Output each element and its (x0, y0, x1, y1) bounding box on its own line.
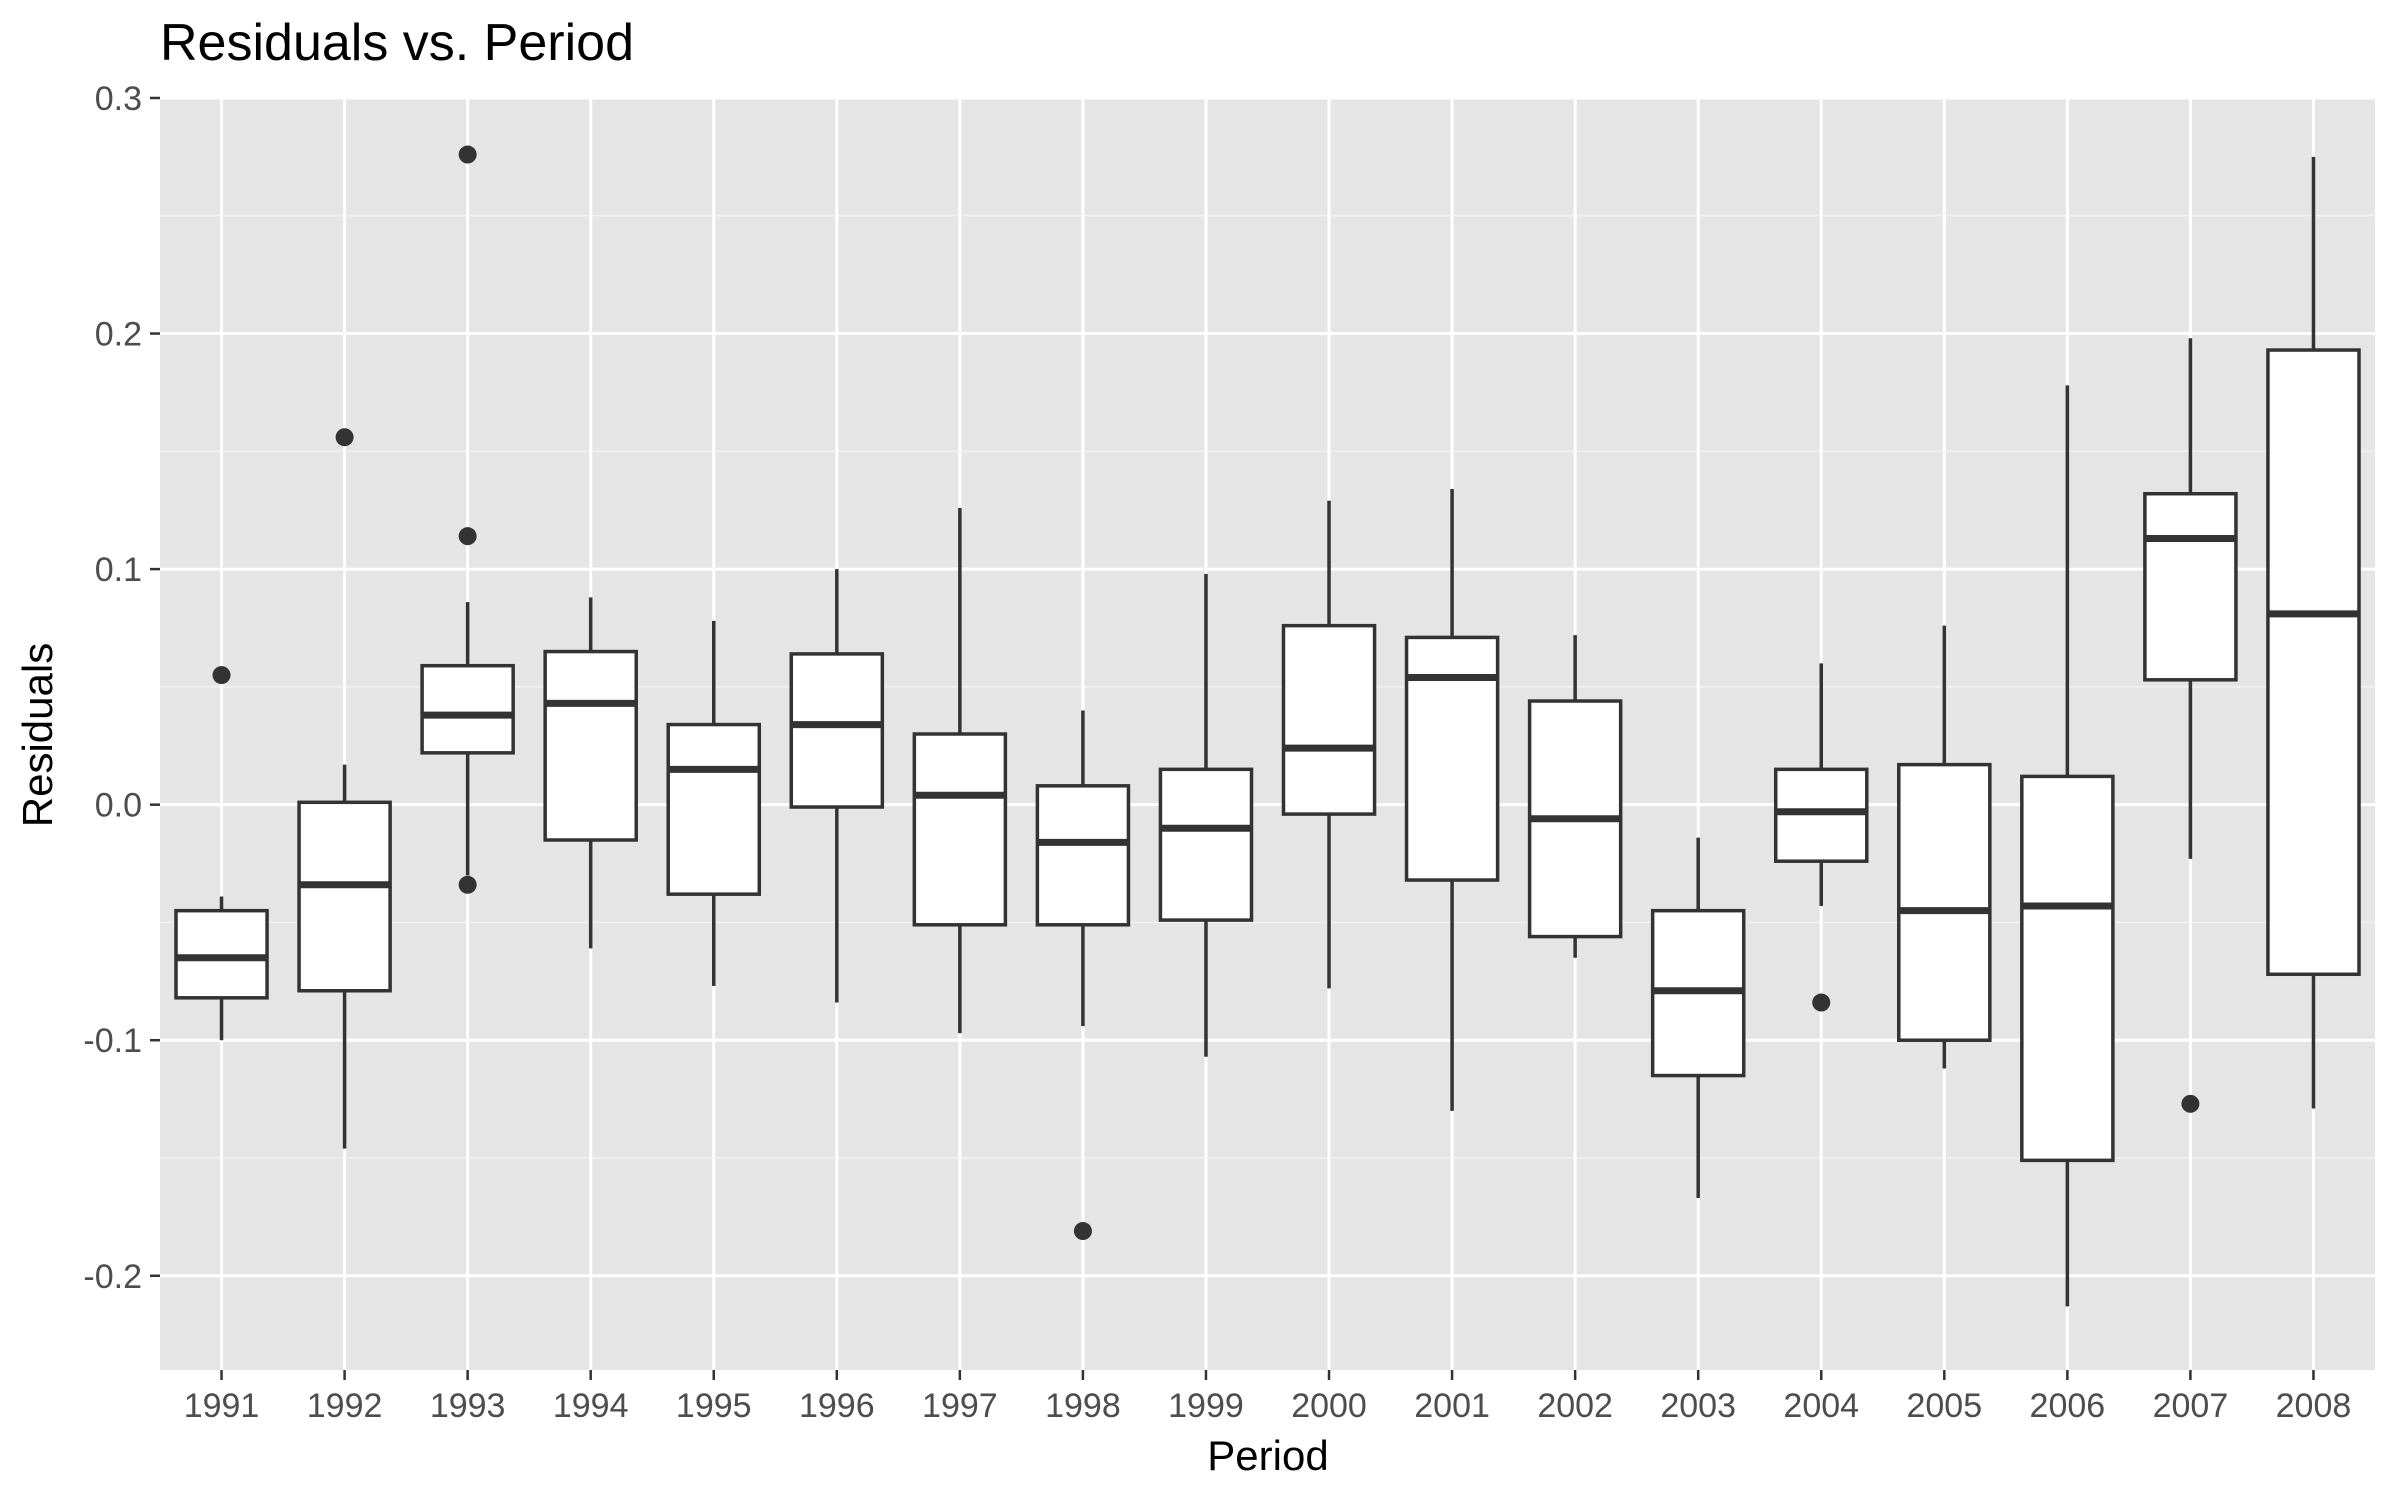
box-iqr (912, 732, 1008, 927)
outlier-point (212, 666, 231, 685)
box-1994 (543, 597, 638, 949)
outlier-point (458, 145, 477, 164)
x-tick-label: 2000 (1291, 1387, 1367, 1425)
x-tick-label: 1994 (553, 1387, 629, 1425)
box-1997 (912, 507, 1008, 1034)
x-tick-label: 2002 (1537, 1387, 1613, 1425)
box-iqr (666, 722, 762, 896)
x-tick-label: 2005 (1906, 1387, 1982, 1425)
x-tick-label: 2003 (1660, 1387, 1736, 1425)
box-1995 (666, 620, 762, 987)
x-tick-label: 1993 (430, 1387, 506, 1425)
x-tick-label: 1991 (184, 1387, 260, 1425)
x-tick-label: 2001 (1414, 1387, 1490, 1425)
y-tick-label: -0.2 (83, 1258, 142, 1296)
box-iqr (1158, 767, 1254, 922)
box-iqr (174, 908, 269, 1000)
box-iqr (2020, 774, 2115, 1163)
chart-title: Residuals vs. Period (160, 14, 634, 72)
x-tick-label: 2008 (2276, 1387, 2352, 1425)
box-2004 (1773, 663, 1869, 1012)
box-2007 (2143, 338, 2238, 1113)
box-iqr (543, 649, 638, 842)
box-2003 (1650, 837, 1746, 1199)
x-tick-label: 1999 (1168, 1387, 1244, 1425)
box-iqr (1897, 762, 1992, 1042)
y-tick-label: 0.3 (95, 80, 142, 118)
outlier-point (2181, 1094, 2200, 1113)
box-1993 (420, 145, 515, 894)
box-2008 (2266, 156, 2361, 1109)
box-iqr (1281, 623, 1377, 816)
x-tick-label: 2007 (2153, 1387, 2229, 1425)
box-1999 (1158, 573, 1254, 1057)
box-iqr (2143, 491, 2238, 682)
box-2005 (1897, 625, 1992, 1069)
x-axis-title: Period (1207, 1432, 1328, 1479)
box-1996 (789, 569, 885, 1003)
x-tick-label: 1996 (799, 1387, 875, 1425)
box-iqr (2266, 348, 2361, 977)
y-tick-label: 0.2 (95, 316, 142, 354)
y-tick-label: 0.1 (95, 551, 142, 589)
x-tick-label: 2004 (1783, 1387, 1859, 1425)
outlier-point (458, 527, 477, 546)
y-axis: -0.2 -0.1 0.0 0.1 0.2 0.3 (83, 80, 160, 1296)
x-tick-label: 1997 (922, 1387, 998, 1425)
outlier-point (1073, 1222, 1092, 1241)
y-tick-label: -0.1 (83, 1022, 142, 1060)
box-iqr (1773, 767, 1869, 863)
box-iqr (297, 800, 392, 993)
x-tick-label: 1992 (307, 1387, 383, 1425)
box-1992 (297, 428, 392, 1149)
box-iqr (1035, 784, 1131, 927)
x-tick-label: 1998 (1045, 1387, 1121, 1425)
box-2000 (1281, 500, 1377, 989)
outlier-point (1812, 993, 1831, 1012)
outlier-point (335, 428, 354, 447)
box-1991 (174, 666, 269, 1041)
box-2002 (1527, 635, 1623, 958)
box-1998 (1035, 710, 1131, 1241)
x-tick-label: 1995 (676, 1387, 752, 1425)
box-2006 (2020, 385, 2115, 1307)
y-tick-label: 0.0 (95, 787, 142, 825)
box-iqr (789, 652, 885, 809)
box-iqr (1404, 635, 1500, 882)
outlier-point (458, 875, 477, 894)
y-axis-title: Residuals (14, 643, 61, 827)
boxplot-marks (174, 145, 2361, 1307)
x-axis: 1991 1992 1993 1994 1995 1996 1997 1998 1999 2000… (184, 1370, 2352, 1425)
x-tick-label: 2006 (2030, 1387, 2106, 1425)
box-iqr (420, 663, 515, 755)
box-2001 (1404, 489, 1500, 1111)
